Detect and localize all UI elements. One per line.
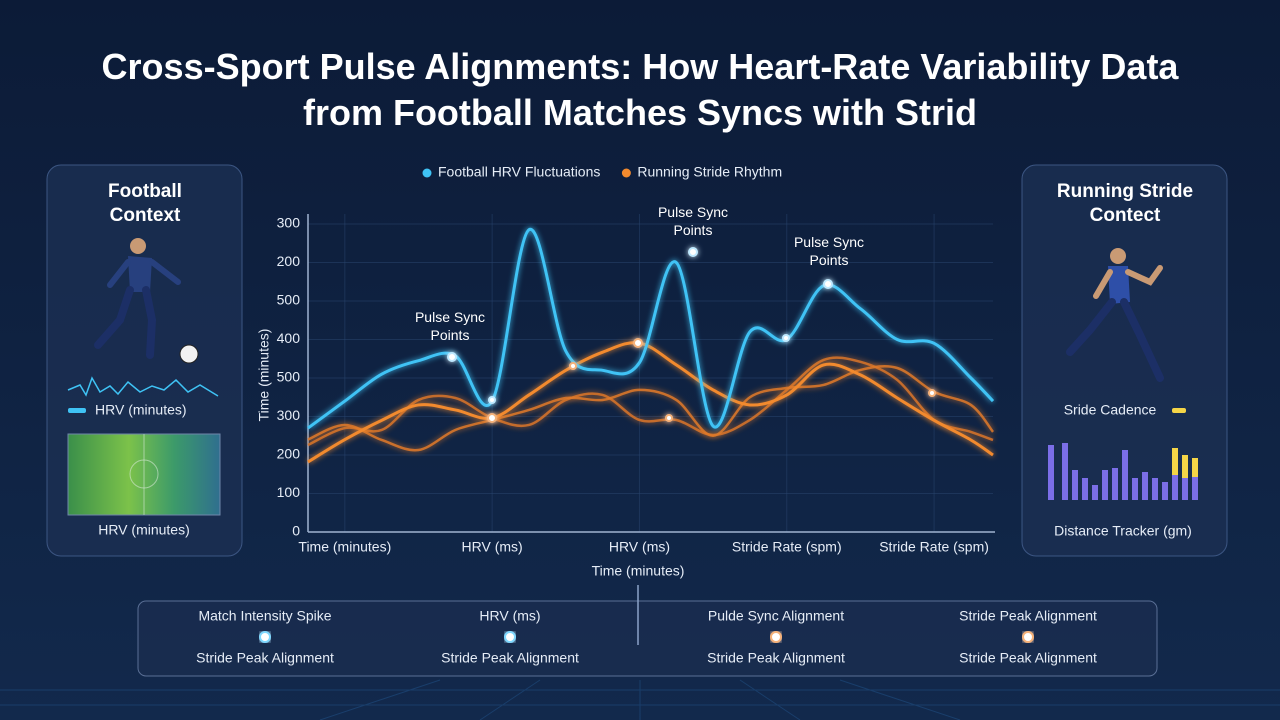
- legend-swatch: [1172, 408, 1186, 413]
- x-axis-title: Time (minutes): [592, 563, 685, 579]
- y-tick-label: 200: [277, 253, 301, 269]
- timeline-label: Stride Peak Alignment: [959, 650, 1097, 666]
- timeline-label: Stride Peak Alignment: [196, 650, 334, 666]
- y-tick-label: 200: [277, 446, 301, 462]
- timeline-dot: [504, 631, 516, 643]
- legend-label: Running Stride Rhythm: [637, 164, 782, 180]
- timeline-label: Stride Peak Alignment: [441, 650, 579, 666]
- panel-legend-label: HRV (minutes): [95, 402, 187, 418]
- legend-label: Football HRV Fluctuations: [438, 164, 600, 180]
- footballer-illustration: [94, 238, 199, 364]
- legend-marker: [422, 168, 432, 178]
- timeline-label: HRV (ms): [479, 608, 540, 624]
- annotation: Pulse Sync Points: [414, 309, 486, 343]
- timeline-label: Stride Peak Alignment: [959, 608, 1097, 624]
- annotation: Pulse Sync Points: [793, 234, 865, 268]
- panel-title: Football Context: [108, 181, 182, 226]
- x-tick-label: HRV (ms): [609, 539, 670, 555]
- timeline-dot: [770, 631, 782, 643]
- y-tick-label: 100: [277, 484, 301, 500]
- y-axis-title: Time (minutes): [256, 329, 272, 422]
- timeline-label: Stride Peak Alignment: [707, 650, 845, 666]
- y-tick-label: 300: [277, 215, 301, 231]
- series-line: [307, 228, 995, 430]
- panel-legend-label: Sride Cadence: [1064, 402, 1157, 418]
- legend-marker: [621, 168, 631, 178]
- x-tick-label: Stride Rate (spm): [879, 539, 989, 555]
- x-tick-label: Stride Rate (spm): [732, 539, 842, 555]
- timeline-dot: [259, 631, 271, 643]
- series-line: [307, 356, 994, 447]
- main-chart: Time (minutes) Time (minutes) 0 100 200 300…: [256, 164, 995, 579]
- x-tick-label: HRV (ms): [462, 539, 523, 555]
- panel-caption: HRV (minutes): [98, 522, 190, 538]
- series-line: [307, 364, 994, 452]
- timeline-label: Pulde Sync Alignment: [708, 608, 844, 624]
- timeline-dot: [1022, 631, 1034, 643]
- y-tick-label: 300: [277, 407, 301, 423]
- runner-illustration: [1066, 248, 1164, 382]
- y-tick-label: 0: [292, 523, 300, 539]
- page-title: Cross-Sport Pulse Alignments: How Heart-…: [101, 46, 1179, 133]
- y-tick-label: 500: [277, 369, 301, 385]
- panel-caption: Distance Tracker (gm): [1054, 523, 1192, 539]
- timeline-label: Match Intensity Spike: [198, 608, 331, 624]
- sync-points: [447, 247, 936, 423]
- annotation: Pulse Sync Points: [657, 204, 729, 238]
- y-tick-label: 500: [277, 292, 301, 308]
- hrv-squiggle: [67, 376, 219, 397]
- series-line: [307, 341, 994, 464]
- timeline: Match Intensity Spike HRV (ms) Pulde Sync …: [196, 608, 1097, 666]
- panel-title: Running Stride Contect: [1056, 181, 1194, 226]
- y-tick-label: 400: [277, 330, 301, 346]
- legend-swatch: [68, 408, 86, 413]
- x-tick-label: Time (minutes): [298, 539, 391, 555]
- mini-bars: [1048, 443, 1198, 500]
- floor-grid: [0, 679, 1280, 720]
